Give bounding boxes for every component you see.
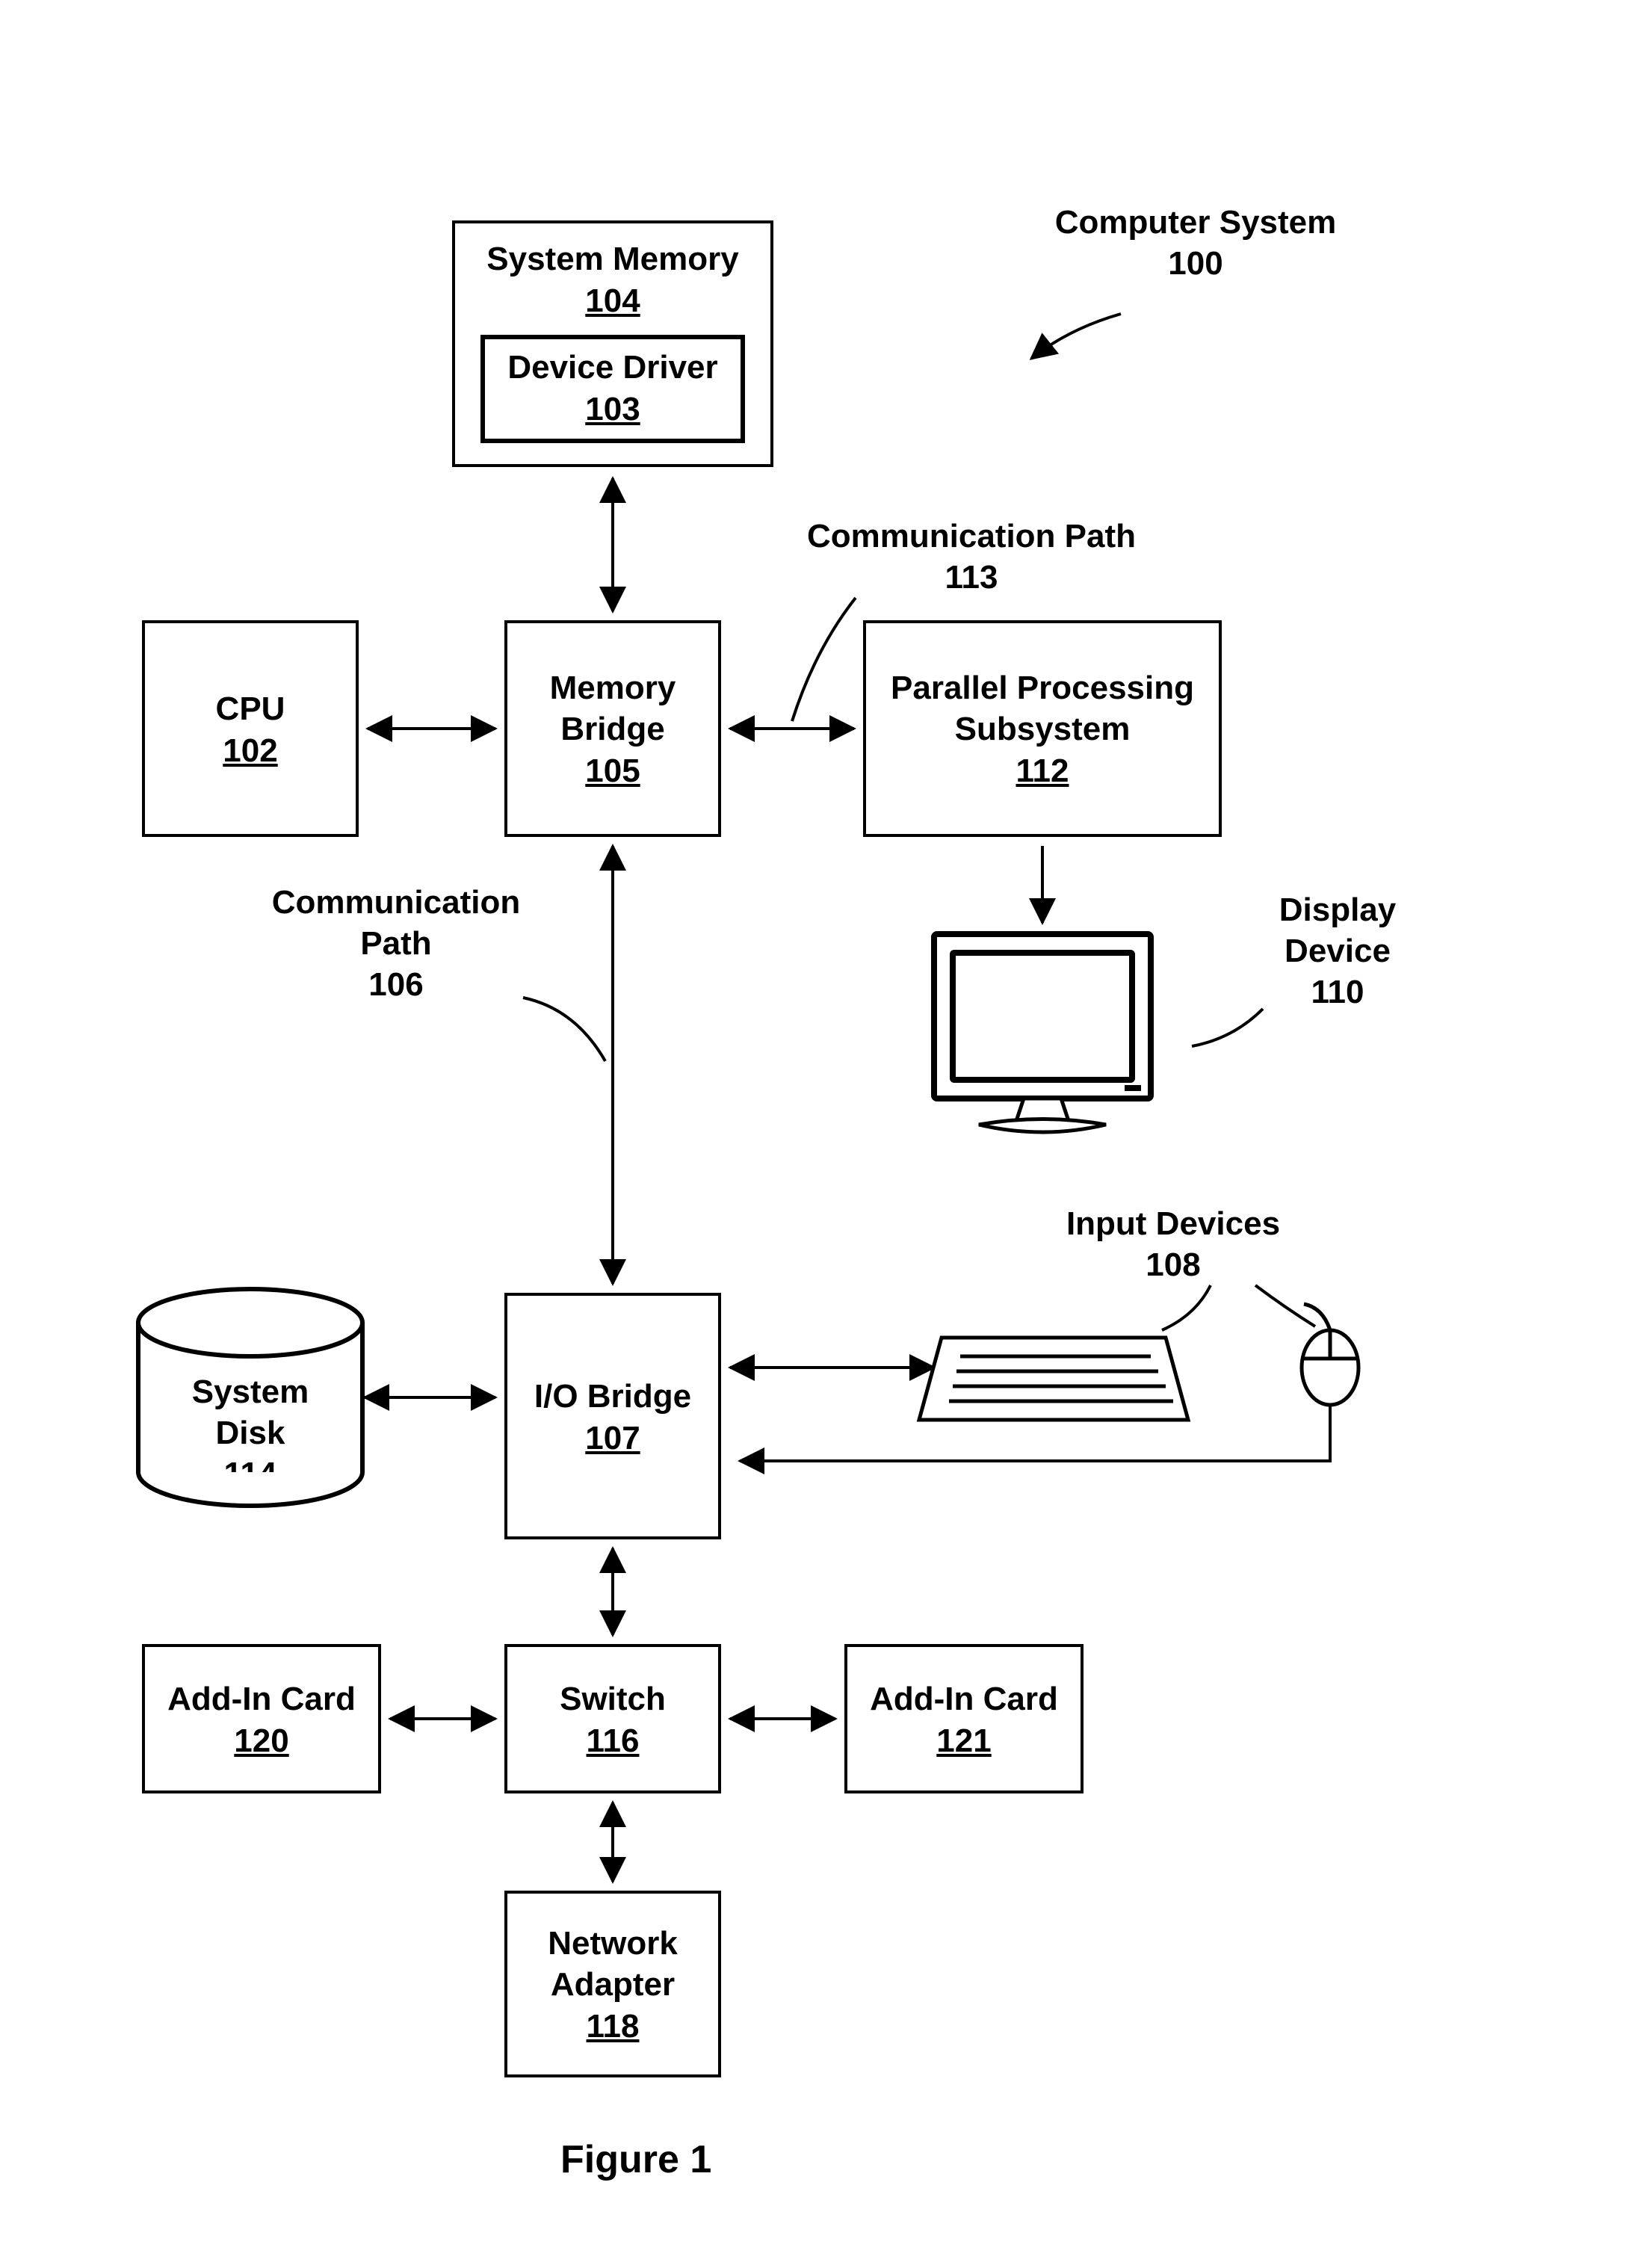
node-number: 105 bbox=[585, 753, 640, 790]
label-comm-path-113: Communication Path 113 bbox=[800, 516, 1143, 598]
node-title: System Memory bbox=[486, 238, 738, 279]
display-icon bbox=[934, 934, 1151, 1132]
keyboard-icon bbox=[919, 1338, 1188, 1420]
label-title: DisplayDevice bbox=[1279, 892, 1397, 969]
node-memory-bridge: MemoryBridge 105 bbox=[504, 620, 721, 837]
node-network-adapter: NetworkAdapter 118 bbox=[504, 1891, 721, 2077]
label-title: Input Devices bbox=[1066, 1205, 1280, 1242]
figure-caption: Figure 1 bbox=[560, 2137, 711, 2182]
leader-display bbox=[1192, 1009, 1263, 1046]
node-number: 102 bbox=[223, 732, 277, 770]
label-title: Computer System bbox=[1055, 204, 1337, 241]
label-display-device: DisplayDevice 110 bbox=[1240, 889, 1435, 1013]
node-number: 116 bbox=[587, 1722, 640, 1760]
node-title: Add-In Card bbox=[870, 1678, 1058, 1719]
label-number: 113 bbox=[945, 559, 998, 596]
node-parallel-processing-subsystem: Parallel Processing Subsystem 112 bbox=[863, 620, 1222, 837]
node-title: I/O Bridge bbox=[534, 1376, 691, 1417]
diagram-canvas: System Memory 104 Device Driver 103 CPU … bbox=[0, 0, 1629, 2268]
node-number: 121 bbox=[936, 1722, 991, 1760]
leader-computer-system bbox=[1031, 314, 1121, 359]
label-number: 100 bbox=[1168, 245, 1222, 282]
label-number: 110 bbox=[1311, 974, 1364, 1010]
label-input-devices: Input Devices 108 bbox=[1046, 1203, 1300, 1285]
label-number: 106 bbox=[368, 966, 423, 1003]
node-switch: Switch 116 bbox=[504, 1644, 721, 1793]
leader-commpath106 bbox=[523, 998, 605, 1061]
label-system-disk: SystemDisk 114 bbox=[161, 1371, 340, 1495]
node-title: CPU bbox=[216, 688, 285, 729]
label-number: 108 bbox=[1146, 1246, 1200, 1283]
node-system-memory: System Memory 104 Device Driver 103 bbox=[452, 220, 773, 467]
diagram-svg-overlay bbox=[0, 0, 1629, 2268]
leader-input-mouse bbox=[1255, 1285, 1315, 1326]
node-number: 104 bbox=[585, 282, 640, 320]
node-title: Device Driver bbox=[507, 347, 717, 388]
leader-commpath113 bbox=[792, 598, 856, 721]
node-number: 107 bbox=[585, 1420, 640, 1457]
node-addin-card-120: Add-In Card 120 bbox=[142, 1644, 381, 1793]
label-computer-system: Computer System 100 bbox=[1046, 202, 1345, 284]
node-title: NetworkAdapter bbox=[548, 1923, 678, 2005]
label-title: Communication Path bbox=[807, 518, 1136, 554]
edge-mouse-iobridge bbox=[740, 1397, 1330, 1461]
node-number: 112 bbox=[1016, 753, 1069, 790]
label-title: CommunicationPath bbox=[272, 884, 520, 962]
node-number: 118 bbox=[587, 2008, 640, 2045]
leader-input-keyboard bbox=[1162, 1285, 1211, 1330]
node-number: 120 bbox=[234, 1722, 288, 1760]
node-title: Switch bbox=[560, 1678, 666, 1719]
node-io-bridge: I/O Bridge 107 bbox=[504, 1293, 721, 1539]
label-title: SystemDisk bbox=[192, 1374, 309, 1451]
node-cpu: CPU 102 bbox=[142, 620, 359, 837]
node-title: MemoryBridge bbox=[550, 667, 676, 750]
label-comm-path-106: CommunicationPath 106 bbox=[254, 882, 538, 1005]
node-number: 103 bbox=[507, 391, 717, 428]
node-addin-card-121: Add-In Card 121 bbox=[844, 1644, 1084, 1793]
node-title: Add-In Card bbox=[167, 1678, 356, 1719]
label-number: 114 bbox=[224, 1456, 277, 1492]
node-title: Parallel Processing Subsystem bbox=[866, 667, 1219, 750]
node-device-driver: Device Driver 103 bbox=[480, 335, 744, 443]
mouse-icon bbox=[1302, 1304, 1358, 1405]
